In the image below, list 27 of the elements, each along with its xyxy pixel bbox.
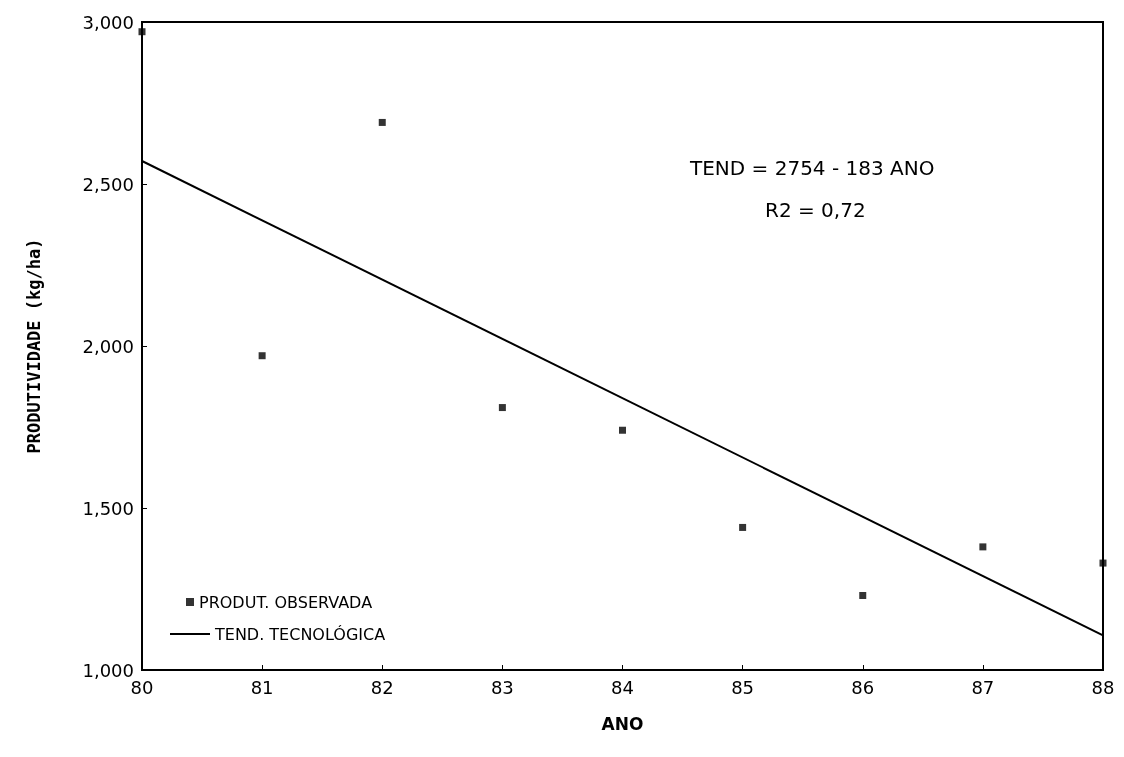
y-tick-label: 1,500	[82, 497, 134, 519]
x-tick-label: 86	[851, 676, 875, 698]
y-tick-label: 2,500	[82, 173, 134, 195]
x-axis-title: ANO	[601, 713, 644, 734]
x-tick-label: 85	[731, 676, 755, 698]
y-tick-label: 2,000	[82, 335, 134, 357]
point	[859, 591, 867, 599]
x-tick-label: 83	[490, 676, 514, 698]
x-tick-label: 84	[611, 676, 634, 698]
x-tick-label: 81	[250, 676, 274, 698]
annotation: R2 = 0,72	[765, 198, 866, 222]
y-tick-label: 3,000	[82, 11, 134, 33]
point	[619, 426, 626, 434]
point	[1099, 559, 1107, 567]
x-tick-label: 82	[370, 676, 394, 698]
annotation: TEND = 2754 - 183 ANO	[689, 156, 935, 180]
legend-label: TEND. TECNOLÓGICA	[214, 624, 386, 644]
x-tick-label: 87	[971, 676, 995, 698]
point	[138, 28, 146, 36]
point	[498, 404, 506, 412]
legend-label: PRODUT. OBSERVADA	[199, 592, 373, 612]
point	[739, 523, 747, 531]
y-axis-title: PRODUTIVIDADE (kg/ha)	[23, 238, 44, 454]
point	[378, 118, 386, 126]
point	[258, 352, 266, 360]
x-tick-label: 88	[1091, 676, 1115, 698]
point	[979, 543, 987, 551]
